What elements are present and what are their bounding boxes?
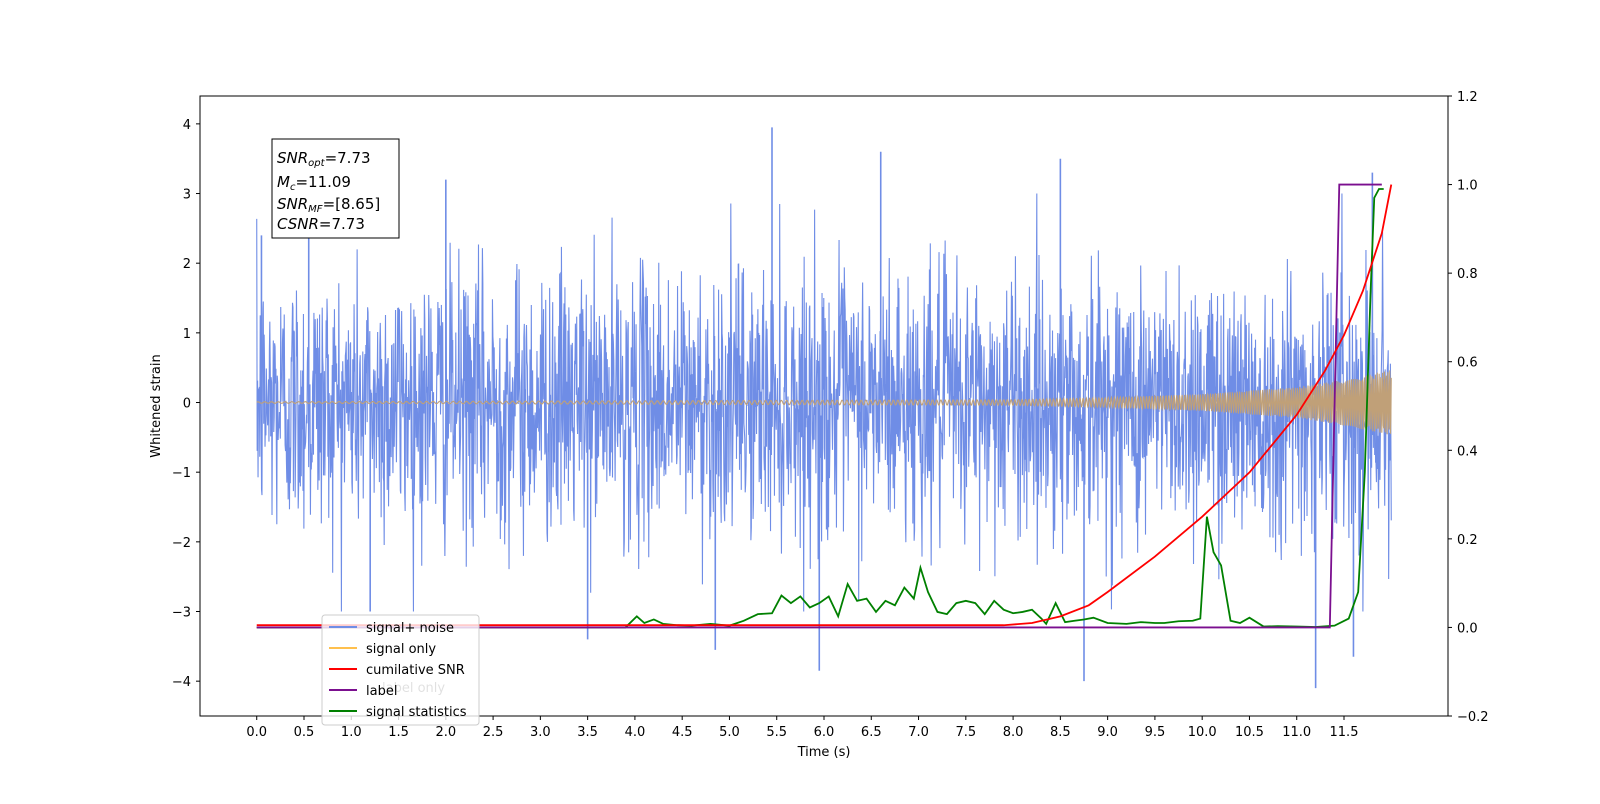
x-tick-label: 4.0 (625, 725, 646, 740)
legend-label: signal+ noise (366, 621, 454, 636)
annotation-frame (271, 138, 400, 239)
legend-items: signal+ noise signal only cumilative SNR la… (329, 621, 467, 720)
y-axis-left: 4 3 2 1 0 −1 −2 −3 −4 (172, 118, 200, 690)
y2-tick-label: 1.2 (1457, 90, 1478, 105)
x-tick-label: 7.5 (955, 725, 976, 740)
y2-tick-label: 1.0 (1457, 179, 1478, 194)
x-tick-label: 5.0 (719, 725, 740, 740)
x-tick-label: 6.0 (814, 725, 835, 740)
y2-tick-label: 0.4 (1457, 444, 1478, 459)
y2-tick-label: 0.0 (1457, 621, 1478, 636)
plot-area (256, 127, 1393, 689)
y-tick-label: 3 (183, 188, 191, 203)
y-tick-label: 0 (183, 397, 191, 412)
x-tick-label: 2.5 (483, 725, 504, 740)
series-signal-only (256, 370, 1392, 435)
x-tick-label: 9.0 (1097, 725, 1118, 740)
y2-tick-label: −0.2 (1457, 710, 1489, 725)
legend: signal+ noise signal only cumilative SNR la… (321, 614, 480, 726)
x-axis: 0.0 0.5 1.0 1.5 2.0 2.5 3.0 3.5 4.0 4.5 5.0 5.5 6.0 6… (246, 716, 1358, 740)
annotation-csnr: CSNR=7.73 (277, 215, 365, 233)
y2-tick-label: 0.8 (1457, 267, 1478, 282)
legend-label: signal statistics (366, 705, 467, 720)
x-tick-label: 3.0 (530, 725, 551, 740)
x-tick-label: 5.5 (766, 725, 787, 740)
series-cumulative-snr (256, 184, 1393, 627)
x-tick-label: 0.5 (294, 725, 315, 740)
annotation-snr-mf: SNRMF=[8.65] (277, 195, 380, 215)
y-tick-label: −2 (172, 536, 191, 551)
series-label (256, 183, 1382, 629)
x-tick-label: 8.0 (1003, 725, 1024, 740)
x-tick-label: 3.5 (577, 725, 598, 740)
y2-tick-label: 0.6 (1457, 356, 1478, 371)
x-tick-label: 8.5 (1050, 725, 1071, 740)
series-signal-statistics (256, 188, 1384, 629)
y-tick-label: 1 (183, 327, 191, 342)
annotation-snr-opt: SNRopt=7.73 (277, 149, 371, 169)
y-tick-label: −4 (172, 675, 191, 690)
legend-label: signal only (366, 642, 436, 657)
y-axis-right: 1.2 1.0 0.8 0.6 0.4 0.2 0.0 −0.2 (1448, 90, 1489, 725)
stats-annotation-box: SNRopt=7.73 Mc=11.09 SNRMF=[8.65] CSNR=7… (271, 138, 400, 239)
y-tick-label: 2 (183, 257, 191, 272)
x-axis-label: Time (s) (797, 745, 851, 760)
legend-frame (321, 614, 480, 726)
y2-tick-label: 0.2 (1457, 533, 1478, 548)
y-tick-label: 4 (183, 118, 191, 133)
x-tick-label: 11.5 (1330, 725, 1359, 740)
y-tick-label: −1 (172, 466, 191, 481)
x-tick-label: 4.5 (672, 725, 693, 740)
x-tick-label: 1.5 (388, 725, 409, 740)
y-axis-label: Whitened strain (149, 354, 164, 457)
x-tick-label: 0.0 (246, 725, 267, 740)
x-tick-label: 10.0 (1188, 725, 1217, 740)
x-tick-label: 6.5 (861, 725, 882, 740)
x-tick-label: 11.0 (1282, 725, 1311, 740)
x-tick-label: 1.0 (341, 725, 362, 740)
y-tick-label: −3 (172, 606, 191, 621)
legend-label: label (366, 684, 397, 699)
x-tick-label: 9.5 (1145, 725, 1166, 740)
x-tick-label: 10.5 (1235, 725, 1264, 740)
x-tick-label: 7.0 (908, 725, 929, 740)
legend-label: cumilative SNR (366, 663, 465, 678)
legend-hidden-entry: label only (382, 681, 445, 696)
x-tick-label: 2.0 (435, 725, 456, 740)
annotation-mc: Mc=11.09 (277, 173, 351, 193)
